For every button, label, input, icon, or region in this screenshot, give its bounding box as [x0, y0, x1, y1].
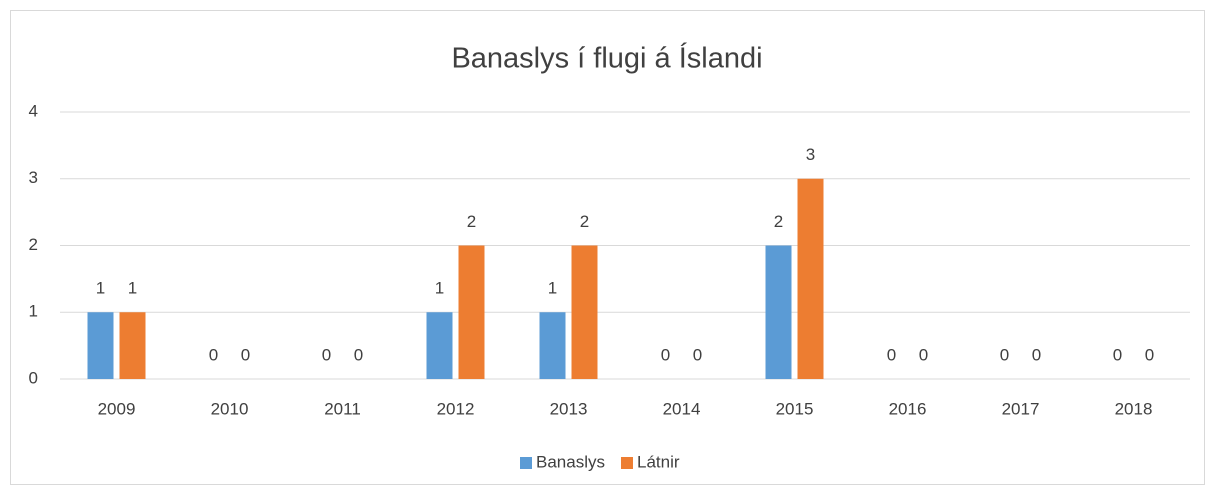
y-tick-label: 2: [29, 235, 38, 254]
data-label: 0: [887, 345, 896, 364]
y-tick-label: 1: [29, 302, 38, 321]
chart-border: [10, 10, 1205, 485]
x-tick-label: 2014: [663, 399, 701, 418]
data-label: 0: [693, 345, 702, 364]
data-label: 2: [774, 212, 783, 231]
x-tick-label: 2018: [1115, 399, 1153, 418]
bar: [87, 312, 114, 379]
data-label: 1: [548, 279, 557, 298]
data-label: 0: [209, 345, 218, 364]
data-label: 3: [806, 145, 815, 164]
y-tick-label: 3: [29, 168, 38, 187]
bar: [571, 245, 598, 379]
data-label: 0: [241, 345, 250, 364]
legend-label: Látnir: [637, 452, 680, 471]
bar: [539, 312, 566, 379]
legend-swatch: [620, 457, 633, 469]
x-tick-label: 2017: [1002, 399, 1040, 418]
x-tick-label: 2015: [776, 399, 814, 418]
chart-title: Banaslys í flugi á Íslandi: [451, 42, 762, 75]
data-label: 2: [467, 212, 476, 231]
bar: [797, 178, 824, 379]
data-label: 0: [1145, 345, 1154, 364]
bar: [458, 245, 485, 379]
data-label: 1: [435, 279, 444, 298]
y-tick-label: 4: [29, 101, 38, 120]
data-label: 0: [354, 345, 363, 364]
data-label: 1: [128, 279, 137, 298]
bar: [119, 312, 146, 379]
bar: [426, 312, 453, 379]
x-tick-label: 2013: [550, 399, 588, 418]
data-label: 0: [322, 345, 331, 364]
data-label: 2: [580, 212, 589, 231]
x-tick-label: 2012: [437, 399, 475, 418]
data-label: 0: [1032, 345, 1041, 364]
data-label: 0: [661, 345, 670, 364]
data-label: 0: [1113, 345, 1122, 364]
x-tick-label: 2011: [324, 399, 361, 418]
data-label: 0: [1000, 345, 1009, 364]
y-tick-label: 0: [29, 368, 38, 387]
x-tick-label: 2009: [98, 399, 136, 418]
x-tick-label: 2010: [211, 399, 249, 418]
x-tick-label: 2016: [889, 399, 927, 418]
data-label: 1: [96, 279, 105, 298]
legend-label: Banaslys: [536, 452, 605, 471]
legend-swatch: [520, 457, 532, 469]
data-label: 0: [919, 345, 928, 364]
bar: [765, 245, 792, 379]
